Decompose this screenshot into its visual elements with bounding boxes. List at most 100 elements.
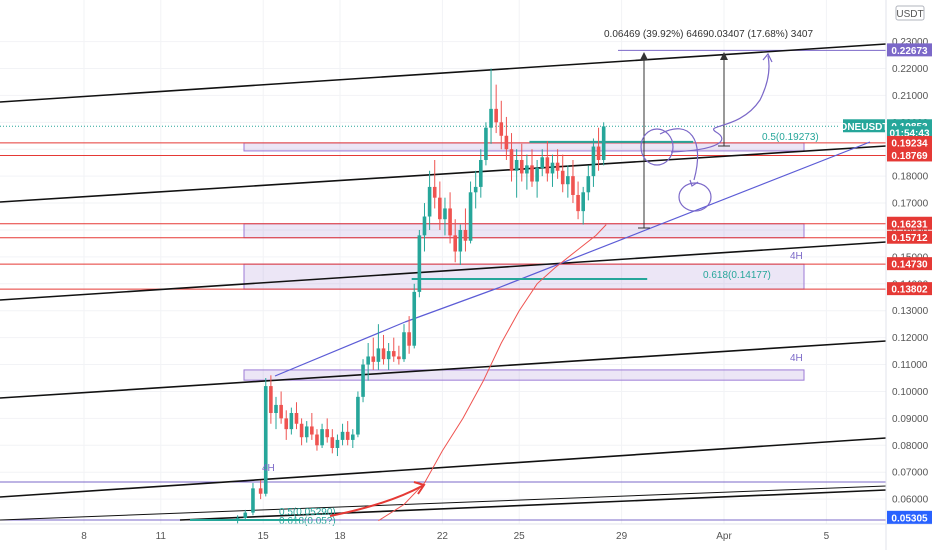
candle-body: [484, 127, 488, 160]
candle-body: [525, 165, 529, 174]
candle-body: [479, 159, 483, 187]
trendline: [0, 241, 887, 301]
red-arrowhead: [413, 481, 426, 495]
price-tag-bg: [887, 257, 932, 271]
candle-body: [576, 194, 580, 212]
candle-body: [596, 146, 601, 160]
candle-body: [494, 108, 498, 123]
price-tag-bg: [887, 216, 932, 230]
candle-body: [361, 364, 365, 397]
fib-levels: 0.5(0.19273) 0.618(0.14177) 0.5(0.05290)0.…: [190, 132, 819, 527]
y-tick-label: 0.17000: [892, 199, 929, 210]
drawings: 4H 4H 4H 0.06469 (39.92%) 64690.03407 (17.6…: [262, 29, 813, 517]
candle-body: [535, 168, 539, 182]
y-tick-label: 0.22000: [892, 64, 929, 75]
price-tag-bg: [887, 230, 932, 244]
trendline: [0, 485, 887, 521]
candle-body: [566, 176, 570, 185]
candle-body: [407, 332, 411, 346]
candle-body: [438, 197, 442, 220]
y-tick-label: 0.06000: [892, 495, 929, 506]
price-tag-text: 0.14730: [891, 260, 928, 271]
y-tick-label: 0.23000: [892, 37, 929, 48]
candles: [235, 68, 606, 524]
candle-body: [463, 229, 468, 241]
candle-body: [443, 208, 447, 220]
price-tag: 0.22673: [887, 43, 932, 57]
y-tick-label: 0.12000: [892, 333, 929, 344]
timeframe-label: 4H: [262, 463, 275, 474]
x-tick-label: 18: [334, 531, 346, 542]
zone-box: [243, 263, 805, 290]
zone-box: [243, 369, 805, 381]
candle-body: [325, 429, 329, 438]
projection-arrowhead: [689, 179, 699, 187]
candle-body: [397, 356, 401, 360]
candle-body: [458, 229, 463, 252]
price-tag-text: 0.13802: [891, 285, 928, 296]
candle-body: [371, 356, 376, 362]
candle-body: [299, 423, 304, 438]
candle-body: [356, 396, 360, 435]
candle-body: [601, 126, 606, 160]
candle-body: [499, 122, 504, 136]
trendline: [0, 437, 887, 498]
fib-label: 0.618(0.05?): [279, 516, 336, 527]
candle-body: [315, 434, 319, 446]
trendline: [0, 145, 887, 203]
candle-body: [560, 170, 565, 185]
candle-body: [417, 235, 422, 292]
y-tick-label: 0.10000: [892, 387, 929, 398]
price-tag: 0.18769: [887, 148, 932, 162]
symbol-tag-text: ONEUSDT: [840, 122, 889, 133]
price-tag: 0.05305: [887, 510, 932, 524]
candle-body: [330, 437, 335, 448]
candle-body: [320, 429, 324, 446]
candle-body: [519, 159, 524, 174]
trendline: [0, 340, 887, 399]
measure-readout: 0.06469 (39.92%) 64690.03407 (17.68%) 34…: [604, 29, 813, 40]
price-tag-text: 0.16231: [891, 219, 928, 230]
candle-body: [304, 426, 309, 438]
candle-body: [473, 186, 478, 193]
horizontal-levels: [0, 49, 886, 521]
y-tick-label: 0.11000: [892, 360, 928, 371]
symbol-tag-bg: [843, 119, 885, 133]
zone-box: [243, 223, 805, 239]
candle-body: [366, 356, 370, 365]
x-tick-label: 5: [824, 531, 830, 542]
price-tag: 01:54:43: [887, 126, 932, 140]
x-tick-label: 15: [258, 531, 270, 542]
time-axis[interactable]: 8 11 15 18 22 25 29 Apr 5: [0, 523, 932, 542]
timeframe-label: 4H: [790, 251, 803, 262]
candle-body: [235, 517, 240, 521]
candle-body: [591, 146, 596, 177]
price-tag: 0.19234: [887, 135, 932, 149]
price-tag-bg: [887, 126, 932, 140]
currency-badge: [895, 5, 925, 21]
price-tag-bg: [887, 43, 932, 57]
candle-body: [345, 431, 350, 440]
candle-body: [381, 348, 386, 360]
price-tag: 0.15712: [887, 230, 932, 244]
x-tick-label: 25: [514, 531, 526, 542]
trendline: [0, 43, 887, 103]
candle-body: [509, 149, 514, 171]
candle-body: [335, 439, 340, 448]
price-tag-text: 0.05305: [891, 513, 928, 524]
moving-average: [378, 224, 607, 522]
highlight-circle: [678, 182, 712, 212]
candle-body: [427, 186, 432, 217]
supply-demand-zones: [243, 142, 805, 381]
candle-body: [550, 162, 555, 174]
fib-label: 0.5(0.19273): [762, 132, 819, 143]
candle-body: [263, 386, 268, 494]
x-tick-label: 29: [616, 531, 628, 542]
price-axis[interactable]: USDT 0.06000 0.07000 0.08000 0.09000 0.10000 0…: [885, 0, 929, 550]
zone-box: [243, 142, 805, 152]
price-tag-text: 0.15712: [891, 233, 928, 244]
candle-body: [581, 192, 585, 212]
candle-body: [284, 418, 289, 430]
trendline: [179, 489, 887, 521]
